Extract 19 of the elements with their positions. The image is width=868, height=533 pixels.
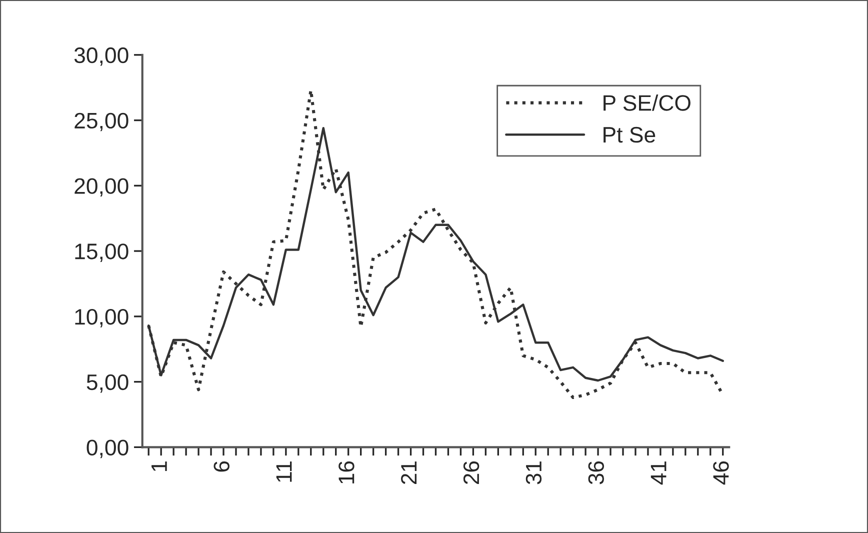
y-tick-label: 20,00 [74,178,128,197]
x-tick-label: 1 [152,461,167,472]
y-tick-label: 25,00 [74,112,128,132]
y-tick-label: 5,00 [86,374,128,393]
x-tick-label: 31 [526,461,542,484]
legend-label: P SE/CO [604,94,690,111]
x-tick-label: 6 [214,461,230,472]
x-tick-label: 46 [713,461,729,485]
x-tick-label: 16 [338,461,354,484]
x-tick-label: 21 [400,461,417,484]
y-tick-label: 15,00 [75,244,128,262]
y-tick-label: 30,00 [74,47,128,66]
x-tick-label: 11 [276,461,292,482]
x-tick-label: 41 [650,461,666,485]
x-tick-label: 26 [463,461,480,484]
x-tick-label: 36 [588,461,604,484]
y-tick-label: 0,00 [86,440,128,458]
y-tick-label: 10,00 [75,308,128,328]
legend-label: Pt Se [604,126,656,143]
